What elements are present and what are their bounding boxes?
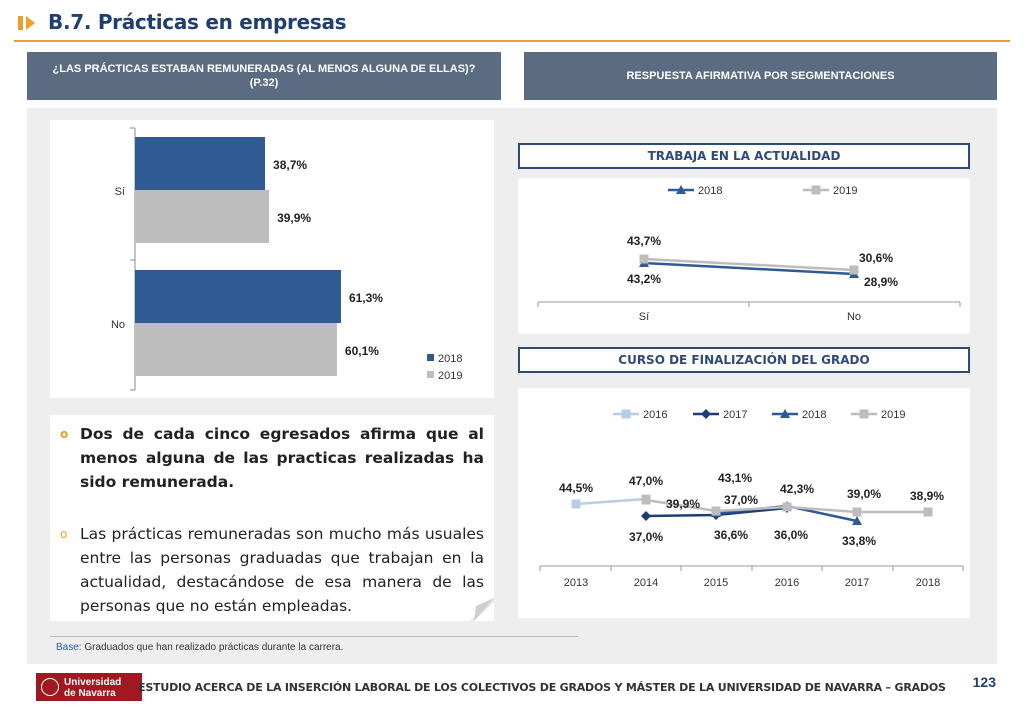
data-label: 42,3%: [780, 482, 814, 496]
x-tick-label: 2015: [704, 577, 728, 589]
data-label: 37,0%: [629, 530, 663, 544]
x-tick-label: 2013: [564, 577, 588, 589]
question-band: ¿LAS PRÁCTICAS ESTABAN REMUNERADAS (AL M…: [27, 52, 501, 100]
logo-line-1: Universidad: [64, 677, 122, 688]
university-seal-icon: [41, 678, 59, 696]
series-line: [643, 257, 855, 272]
legend-label: 2016: [643, 409, 667, 421]
data-label: 47,0%: [629, 474, 663, 488]
line-chart-1-title: TRABAJA EN LA ACTUALIDAD: [518, 143, 970, 169]
line-marker: [811, 185, 821, 195]
legend-label: 2019: [438, 370, 462, 382]
legend-label: 2019: [833, 185, 857, 197]
page-fold-icon: [470, 598, 494, 621]
legend-label: 2017: [723, 409, 747, 421]
data-label: 36,6%: [714, 528, 748, 542]
x-tick-label: Sí: [639, 311, 649, 323]
data-label: 38,9%: [910, 489, 944, 503]
page-title: B.7. Prácticas en empresas: [48, 10, 347, 34]
x-tick-label: 2018: [916, 577, 940, 589]
line-marker: [676, 185, 686, 194]
line-marker: [852, 507, 862, 517]
page-header: B.7. Prácticas en empresas: [14, 8, 1010, 42]
line-marker: [782, 502, 792, 512]
line-marker: [641, 495, 651, 505]
bar-value-label: 38,7%: [273, 158, 307, 172]
data-label: 39,9%: [666, 497, 700, 511]
base-label: Base: [56, 642, 79, 653]
line-marker: [852, 516, 862, 525]
line-marker: [639, 254, 649, 264]
line-marker: [859, 409, 869, 419]
base-note: Base: Graduados que han realizado prácti…: [56, 642, 343, 653]
data-label: 28,9%: [864, 275, 898, 289]
summary-card: [50, 415, 494, 621]
base-text: : Graduados que han realizado prácticas …: [78, 642, 344, 653]
legend-swatch: [427, 354, 434, 361]
data-label: 33,8%: [842, 534, 876, 548]
bar-value-label: 61,3%: [349, 291, 383, 305]
x-tick-label: No: [847, 311, 861, 323]
bar-chart: Sí 38,7% 39,9% No 61,3% 60,1% 2018 2019: [111, 127, 462, 391]
summary-bullet-1-text: Dos de cada cinco egresados afirma que a…: [80, 425, 484, 491]
bullet-icon: o: [60, 427, 69, 441]
question-code: (P.32): [249, 77, 279, 89]
data-label: 37,0%: [724, 493, 758, 507]
line-marker: [849, 265, 859, 275]
line-chart-1-card: Sí No 43,2% 28,9% 43,7% 30,6% 2018 2019: [518, 178, 970, 334]
data-label: 36,0%: [774, 528, 808, 542]
base-divider: [50, 636, 578, 637]
series-line: [643, 261, 855, 276]
line-chart-2-card: 2013 2014 2015 2016 2017 2018 44,5% 47,0% 37,0% 3…: [518, 388, 970, 618]
bar: [135, 190, 270, 243]
page-footer: Universidad de Navarra ESTUDIO ACERCA DE…: [14, 668, 1010, 704]
line-marker: [711, 506, 721, 516]
line-marker: [701, 409, 711, 419]
line-chart-2: 2013 2014 2015 2016 2017 2018 44,5% 47,0% 37,0% 3…: [539, 409, 964, 589]
legend-swatch: [427, 371, 434, 378]
summary-bullet-2-text: Las prácticas remuneradas son mucho más …: [80, 525, 484, 615]
bullet-icon: o: [60, 527, 68, 541]
footer-text: ESTUDIO ACERCA DE LA INSERCIÓN LABORAL D…: [138, 681, 946, 694]
summary-bullet-2: o Las prácticas remuneradas son mucho má…: [60, 522, 484, 618]
line-chart-1: Sí No 43,2% 28,9% 43,7% 30,6% 2018 2019: [537, 185, 961, 323]
data-label: 43,2%: [627, 272, 661, 286]
x-tick-label: 2014: [634, 577, 658, 589]
data-label: 43,1%: [718, 471, 752, 485]
line-marker: [621, 409, 631, 419]
x-tick-label: 2017: [845, 577, 869, 589]
legend-label: 2019: [881, 409, 905, 421]
data-label: 44,5%: [559, 481, 593, 495]
legend-label: 2018: [698, 185, 722, 197]
data-label: 43,7%: [627, 234, 661, 248]
bar: [135, 323, 337, 376]
bar-value-label: 39,9%: [277, 211, 311, 225]
line-marker: [780, 409, 790, 418]
bar-value-label: 60,1%: [345, 344, 379, 358]
series-line: [575, 497, 647, 506]
question-text: ¿LAS PRÁCTICAS ESTABAN REMUNERADAS (AL M…: [52, 63, 476, 75]
bar-category-label: No: [111, 319, 125, 331]
bar-category-label: Sí: [115, 186, 125, 198]
summary-bullet-1: o Dos de cada cinco egresados afirma que…: [60, 422, 484, 494]
line-chart-2-title: CURSO DE FINALIZACIÓN DEL GRADO: [518, 347, 970, 373]
data-label: 30,6%: [859, 251, 893, 265]
line-marker: [641, 511, 651, 521]
section-marker-icon: [18, 16, 35, 30]
data-label: 39,0%: [847, 487, 881, 501]
line-marker: [571, 499, 581, 509]
line-marker: [923, 507, 933, 517]
segment-band: RESPUESTA AFIRMATIVA POR SEGMENTACIONES: [524, 52, 997, 100]
page-number: 123: [972, 674, 996, 690]
bar: [135, 270, 341, 323]
university-logo: Universidad de Navarra: [36, 673, 142, 701]
x-tick-label: 2016: [775, 577, 799, 589]
bar-chart-card: Sí 38,7% 39,9% No 61,3% 60,1% 2018 2019: [50, 120, 494, 398]
logo-line-2: de Navarra: [64, 688, 116, 699]
bar: [135, 137, 266, 190]
legend-label: 2018: [438, 353, 462, 365]
legend-label: 2018: [802, 409, 826, 421]
segment-band-label: RESPUESTA AFIRMATIVA POR SEGMENTACIONES: [626, 70, 895, 82]
